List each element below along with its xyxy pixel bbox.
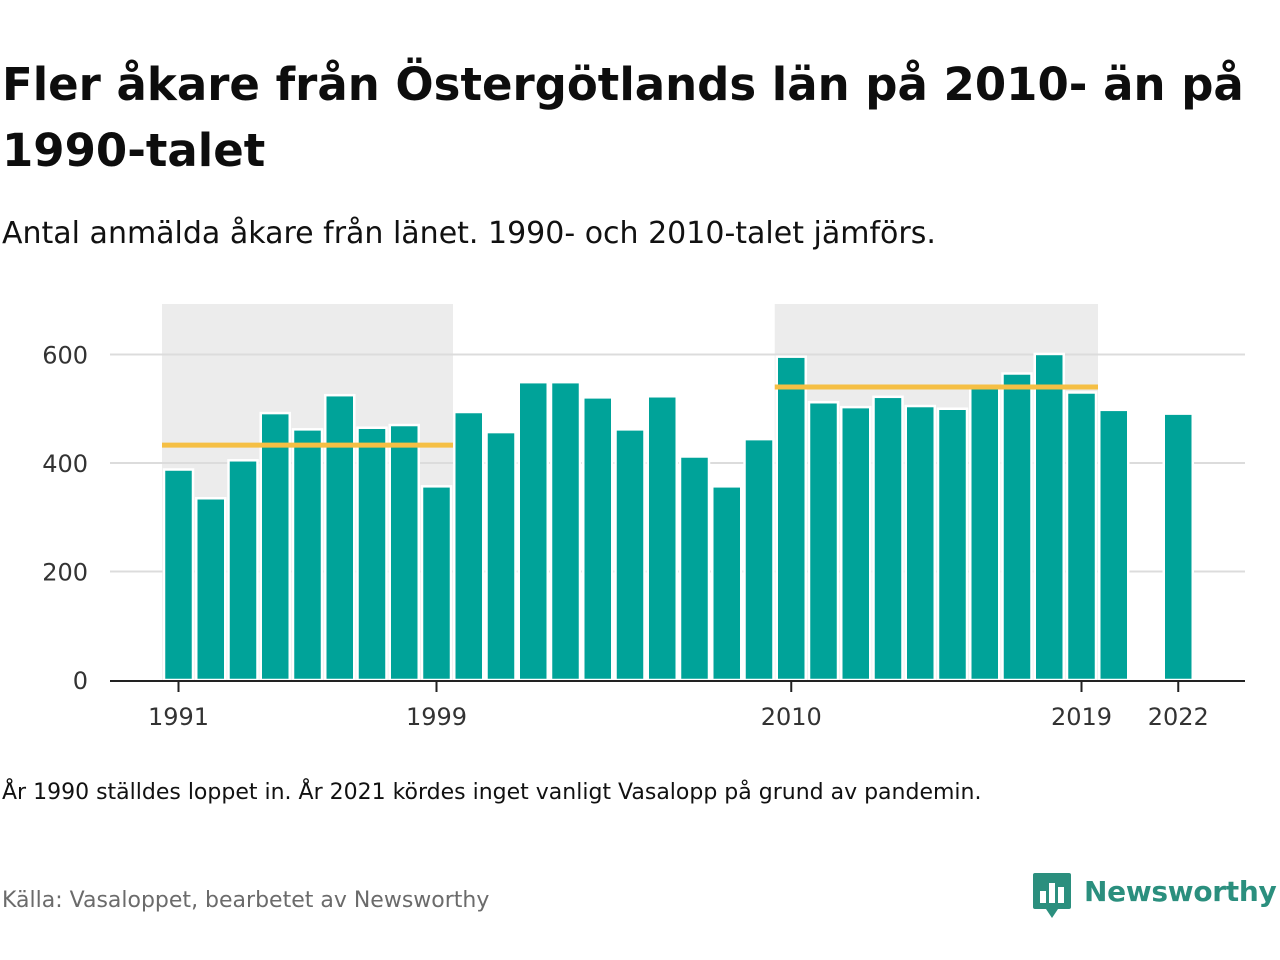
bar-1993 — [227, 459, 259, 682]
bar-2006 — [646, 395, 678, 682]
source-credit: Källa: Vasaloppet, bearbetet av Newswort… — [2, 888, 490, 913]
bar-2010 — [775, 355, 807, 682]
chart-title: Fler åkare från Östergötlands län på 201… — [2, 58, 1244, 177]
bar-2009 — [743, 437, 775, 682]
bar-1991 — [162, 468, 195, 682]
y-tick-label: 200 — [42, 559, 88, 587]
bar-2016 — [969, 386, 1001, 682]
bar-2011 — [807, 400, 840, 682]
bar-2007 — [678, 455, 711, 682]
bar-2015 — [936, 407, 969, 682]
bar-2012 — [840, 405, 872, 682]
x-tick-label: 2019 — [1051, 703, 1112, 731]
bar-2018 — [1033, 352, 1065, 682]
bar-1997 — [356, 426, 388, 682]
bar-2003 — [549, 380, 582, 682]
bar-2014 — [904, 404, 936, 682]
bar-1992 — [195, 497, 227, 682]
bar-2017 — [1001, 372, 1033, 682]
y-tick-label: 400 — [42, 450, 88, 478]
bar-2002 — [517, 380, 549, 682]
bar-1996 — [324, 393, 356, 682]
bar-2020 — [1098, 408, 1130, 682]
bar-1994 — [259, 411, 291, 682]
y-tick-label: 600 — [42, 342, 88, 370]
x-tick-label: 1999 — [406, 703, 467, 731]
brand-name: Newsworthy — [1084, 875, 1277, 908]
bar-2019 — [1065, 391, 1098, 682]
bar-2022 — [1162, 412, 1194, 682]
newsworthy-brand[interactable]: Newsworthy — [1032, 870, 1280, 920]
chart-subtitle: Antal anmälda åkare från länet. 1990- oc… — [2, 216, 936, 251]
bar-2013 — [872, 395, 904, 682]
x-tick-label: 2022 — [1148, 703, 1209, 731]
y-tick-label: 0 — [73, 667, 88, 695]
bar-1995 — [291, 428, 324, 682]
newsworthy-logo-icon — [1033, 873, 1071, 918]
bar-2001 — [485, 430, 517, 682]
bar-1998 — [388, 423, 420, 682]
x-tick-label: 1991 — [148, 703, 209, 731]
bar-2004 — [582, 396, 614, 682]
bar-1999 — [420, 485, 453, 682]
bar-2005 — [614, 428, 646, 682]
chart-note: År 1990 ställdes loppet in. År 2021 körd… — [2, 780, 982, 805]
bar-chart: 0 200 400 600 1991 1999 2010 2019 2022 — [42, 304, 1245, 731]
bar-2000 — [453, 410, 485, 682]
bar-2008 — [711, 485, 743, 682]
x-tick-label: 2010 — [761, 703, 822, 731]
